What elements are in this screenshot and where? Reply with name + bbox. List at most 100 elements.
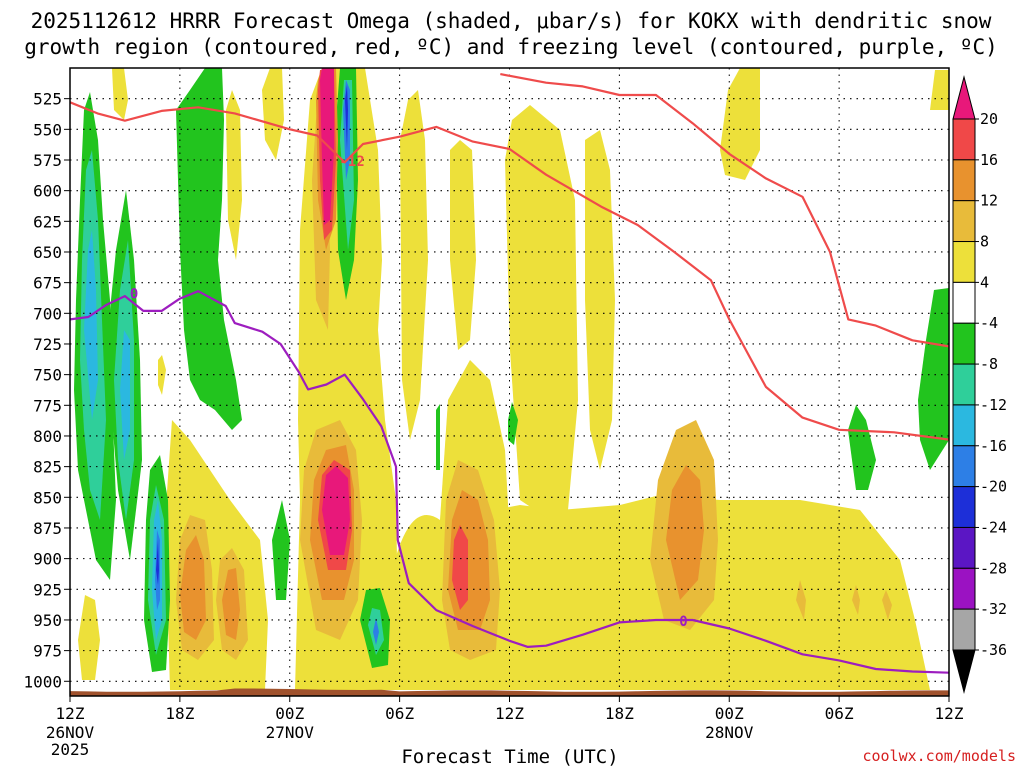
y-tick-label-625: 625	[33, 212, 62, 231]
blue-core-05z	[373, 618, 379, 645]
green-column-10z-right	[918, 288, 949, 470]
orange-blob-19z	[180, 535, 206, 640]
yellow-column-20z	[720, 68, 760, 180]
yellow-column-17z-left	[226, 90, 242, 260]
blue-column-15z	[120, 330, 130, 460]
y-tick-label-875: 875	[33, 519, 62, 538]
colorbar-label-3: 8	[980, 233, 989, 251]
yellow-column-bright-right	[450, 140, 476, 350]
yellow-column-17z	[585, 130, 615, 470]
freezing-level-0C	[70, 290, 949, 674]
y-tick-label-850: 850	[33, 488, 62, 507]
colorbar-bin-11	[952, 567, 976, 610]
dgz-lower	[500, 73, 949, 348]
colorbar-label-4: 4	[980, 273, 989, 291]
yellow-column-21z-left	[262, 68, 284, 160]
light-orange-blob-05z-right	[796, 580, 806, 620]
colorbar-label-0: 20	[980, 110, 998, 128]
colorbar-bin-1	[952, 159, 976, 202]
chart-title-line-2: growth region (contoured, red, ºC) and f…	[24, 35, 998, 59]
colorbar-bin-2	[952, 200, 976, 243]
y-tick-label-800: 800	[33, 427, 62, 446]
colorbar-label-1: 16	[980, 151, 998, 169]
colorbar-bin-0	[952, 118, 976, 161]
x-tick-label-42: 06Z	[825, 704, 854, 723]
colorbar-label-2: 12	[980, 192, 998, 210]
plot-area: -12 0 0	[70, 68, 949, 696]
x-year-label: 2025	[51, 740, 90, 759]
contour-lines: -12 0 0	[70, 73, 949, 674]
yellow-column-top-right	[930, 70, 949, 110]
terrain-band	[70, 688, 949, 696]
yellow-low-left	[78, 595, 100, 680]
colorbar-bin-6	[952, 363, 976, 406]
x-tick-label-0: 12Z	[56, 704, 85, 723]
x-tick-label-6: 18Z	[165, 704, 194, 723]
dgz-contour-label: -12	[339, 154, 364, 170]
colorbar-label-11: -28	[980, 559, 1007, 577]
colorbar-bin-12	[952, 608, 976, 651]
yellow-column-11z	[505, 105, 578, 520]
magenta-blob-03z	[322, 466, 350, 555]
green-sliver-21z	[272, 500, 290, 600]
y-tick-label-975: 975	[33, 642, 62, 661]
y-tick-label-700: 700	[33, 304, 62, 323]
y-tick-label-575: 575	[33, 151, 62, 170]
y-tick-label-725: 725	[33, 335, 62, 354]
light-orange-blob-09z-right	[882, 590, 892, 620]
colorbar: 20 16 12 8 4 -4 -8 -12 -16 -20 -24 -28 -32 -36	[952, 75, 1007, 694]
x-tick-label-18: 06Z	[385, 704, 414, 723]
dgz-upper-12C	[70, 101, 949, 441]
deep-blue-core-16z	[156, 540, 159, 585]
green-sliver-06z	[436, 404, 440, 470]
x-tick-label-36: 00Z	[715, 704, 744, 723]
y-tick-label-775: 775	[33, 396, 62, 415]
freezing-level-label-2: 0	[679, 614, 687, 630]
colorbar-label-12: -32	[980, 600, 1007, 618]
colorbar-bin-8	[952, 445, 976, 488]
colorbar-label-9: -20	[980, 478, 1007, 496]
yellow-mid-band-left	[330, 300, 380, 450]
colorbar-bin-3	[952, 241, 976, 283]
green-blob-07z-right	[848, 405, 876, 490]
x-axis-label: Forecast Time (UTC)	[401, 746, 618, 768]
colorbar-label-7: -12	[980, 396, 1007, 414]
colorbar-label-13: -36	[980, 641, 1007, 659]
blue-regions	[84, 80, 379, 645]
y-tick-label-600: 600	[33, 182, 62, 201]
y-tick-label-650: 650	[33, 243, 62, 262]
colorbar-label-10: -24	[980, 518, 1007, 536]
green-column-18z	[176, 68, 242, 430]
dotted-grid	[70, 68, 949, 696]
chart-title-line-1: 2025112612 HRRR Forecast Omega (shaded, …	[31, 9, 992, 33]
blue-column-12z	[84, 230, 98, 420]
colorbar-label-6: -8	[980, 355, 998, 373]
y-tick-label-750: 750	[33, 366, 62, 385]
x-tick-label-30: 18Z	[605, 704, 634, 723]
freezing-level-label-1: 0	[130, 287, 138, 303]
red-blob-09z	[452, 525, 468, 610]
y-tick-label-550: 550	[33, 120, 62, 139]
credit-text: coolwx.com/models	[862, 747, 1016, 765]
y-tick-label-900: 900	[33, 550, 62, 569]
yellow-column-bright-left	[400, 90, 428, 440]
orange-blob-22z	[666, 465, 704, 600]
colorbar-bin-5	[952, 322, 976, 365]
y-tick-label-925: 925	[33, 580, 62, 599]
orange-blob-21z	[222, 568, 240, 640]
x-date-label-36: 28NOV	[705, 723, 754, 742]
green-blob-12z	[508, 402, 518, 445]
yellow-top-left-strip	[112, 68, 128, 120]
colorbar-label-8: -16	[980, 437, 1007, 455]
y-tick-label-825: 825	[33, 458, 62, 477]
y-tick-label-950: 950	[33, 611, 62, 630]
light-orange-blob-07z-right	[852, 585, 860, 615]
x-tick-label-48: 12Z	[935, 704, 964, 723]
y-axis-pressure: 525 550 575 600 625 650 675 700 725 750 775 800 825 8…	[23, 90, 70, 691]
colorbar-label-5: -4	[980, 314, 998, 332]
y-tick-label-1000: 1000	[23, 672, 62, 691]
colorbar-bin-10	[952, 526, 976, 569]
colorbar-bin-bottom	[952, 649, 976, 694]
